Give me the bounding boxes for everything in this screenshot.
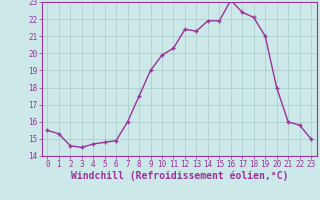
X-axis label: Windchill (Refroidissement éolien,°C): Windchill (Refroidissement éolien,°C) — [70, 171, 288, 181]
